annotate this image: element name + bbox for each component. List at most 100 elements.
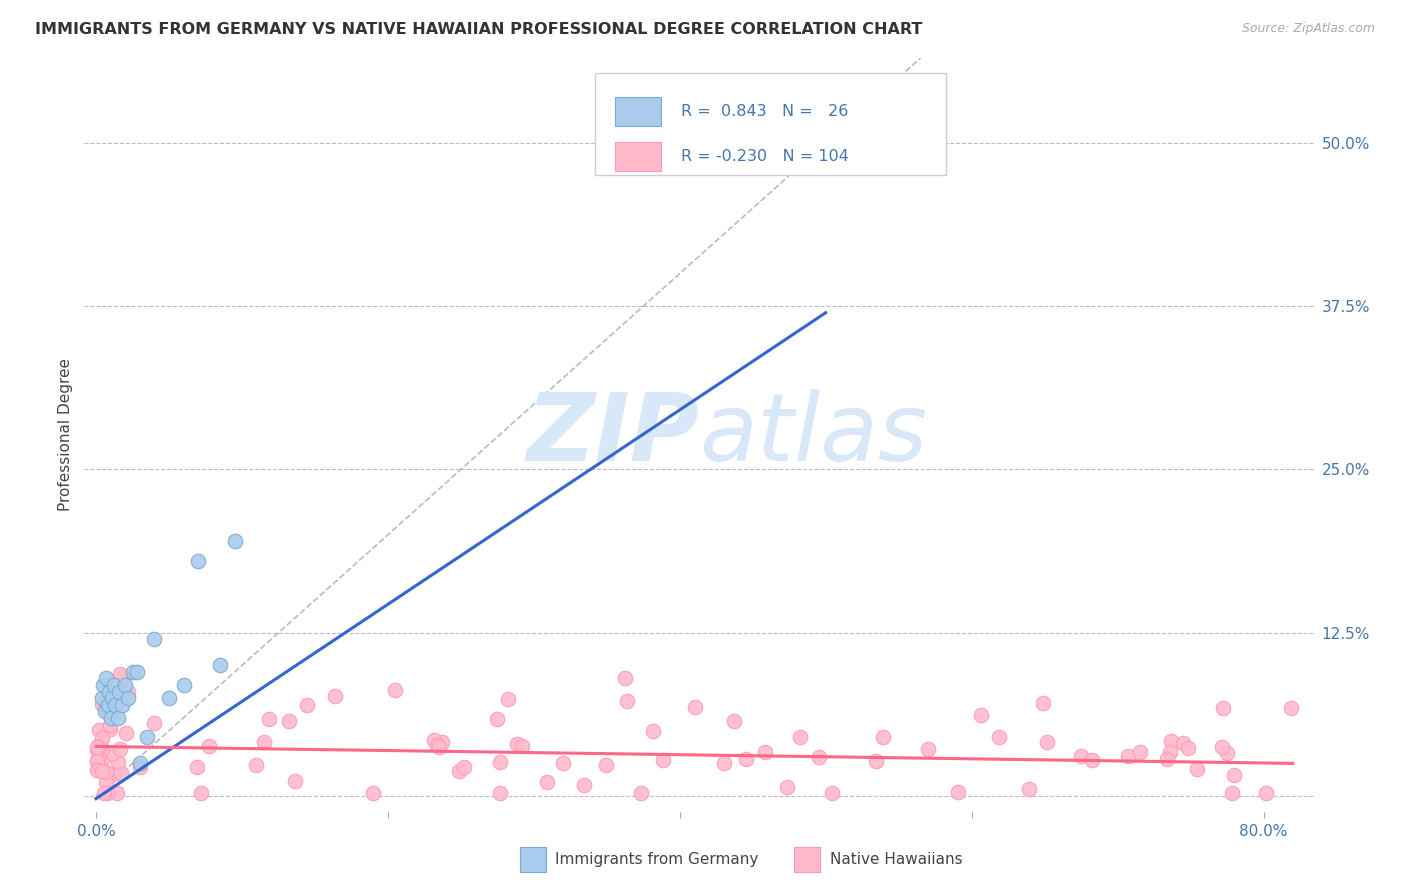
Point [90, 746, 112, 760]
Point [821, 786, 844, 800]
Point [917, 742, 939, 756]
Point [97, 698, 120, 712]
Point [1032, 696, 1054, 710]
Text: R = -0.230   N = 104: R = -0.230 N = 104 [681, 149, 849, 164]
Point [789, 730, 811, 744]
Point [1081, 753, 1104, 767]
Point [107, 786, 129, 800]
Point [98, 722, 121, 736]
Point [157, 691, 180, 706]
Point [94, 775, 117, 789]
Point [128, 756, 150, 771]
Point [488, 786, 510, 800]
Point [723, 714, 745, 728]
Point [100, 746, 122, 760]
Point [453, 759, 475, 773]
Point [111, 698, 134, 712]
Point [361, 786, 384, 800]
Point [173, 678, 195, 692]
Point [741, 136, 763, 150]
Point [86, 743, 108, 757]
Point [384, 683, 406, 698]
Point [87, 764, 110, 778]
Point [98, 709, 121, 723]
Point [1070, 749, 1092, 764]
Point [1160, 733, 1182, 747]
Text: Immigrants from Germany: Immigrants from Germany [555, 853, 759, 867]
Point [1129, 745, 1152, 759]
Point [96, 696, 118, 710]
FancyBboxPatch shape [614, 142, 661, 170]
Point [613, 671, 636, 685]
Point [505, 737, 527, 751]
Point [125, 665, 148, 679]
Point [630, 786, 652, 800]
Point [865, 754, 887, 768]
Point [1156, 752, 1178, 766]
Point [143, 632, 166, 647]
Point [91, 731, 114, 746]
Text: ZIP: ZIP [527, 389, 700, 481]
Point [129, 760, 152, 774]
Point [86, 763, 108, 777]
Point [87, 739, 110, 754]
Point [1223, 768, 1246, 782]
Point [426, 738, 449, 752]
Point [1159, 745, 1181, 759]
Point [253, 734, 276, 748]
Point [91, 751, 114, 765]
Point [117, 685, 139, 699]
Point [422, 733, 444, 747]
Point [103, 766, 125, 780]
Point [107, 711, 129, 725]
Point [224, 534, 246, 549]
Point [86, 739, 108, 753]
Point [103, 678, 125, 692]
Point [108, 742, 131, 756]
Point [295, 698, 318, 712]
Point [186, 760, 208, 774]
Point [142, 716, 165, 731]
Point [1256, 786, 1278, 800]
Point [430, 735, 453, 749]
Text: atlas: atlas [700, 389, 928, 481]
Text: Source: ZipAtlas.com: Source: ZipAtlas.com [1241, 22, 1375, 36]
Point [551, 756, 574, 770]
Point [100, 711, 122, 725]
Point [190, 786, 212, 800]
Point [776, 780, 799, 795]
Point [94, 694, 117, 708]
Text: R =  0.843   N =   26: R = 0.843 N = 26 [681, 104, 848, 120]
Point [86, 755, 108, 769]
Point [683, 699, 706, 714]
Point [489, 755, 512, 769]
Point [86, 740, 108, 755]
Point [807, 749, 830, 764]
Point [197, 739, 219, 753]
Point [1118, 748, 1140, 763]
Point [91, 742, 114, 756]
Text: IMMIGRANTS FROM GERMANY VS NATIVE HAWAIIAN PROFESSIONAL DEGREE CORRELATION CHART: IMMIGRANTS FROM GERMANY VS NATIVE HAWAII… [35, 22, 922, 37]
Point [1279, 700, 1302, 714]
Point [187, 554, 209, 568]
Point [496, 692, 519, 706]
Point [107, 755, 129, 769]
Point [90, 697, 112, 711]
Point [91, 678, 114, 692]
Point [112, 670, 135, 684]
Point [1018, 782, 1040, 797]
Point [284, 773, 307, 788]
Point [574, 779, 596, 793]
FancyBboxPatch shape [595, 73, 946, 175]
Point [114, 678, 136, 692]
Point [136, 731, 159, 745]
Point [90, 691, 112, 706]
Point [1220, 786, 1243, 800]
Point [110, 766, 132, 780]
Point [595, 758, 617, 772]
Point [1212, 701, 1234, 715]
Point [94, 704, 117, 718]
Y-axis label: Professional Degree: Professional Degree [58, 359, 73, 511]
Point [98, 684, 121, 698]
Point [98, 717, 121, 731]
